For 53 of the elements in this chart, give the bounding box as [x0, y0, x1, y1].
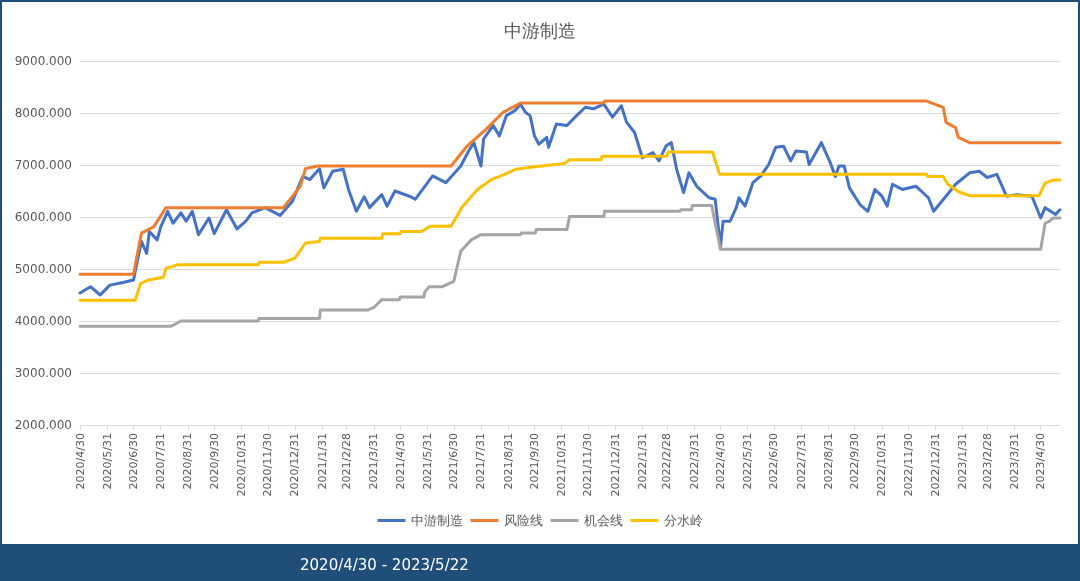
- legend-label: 中游制造: [410, 513, 463, 528]
- x-tick-label: 2022/7/31: [794, 433, 808, 490]
- x-tick-label: 2021/12/31: [608, 433, 622, 497]
- x-tick-label: 2022/3/31: [687, 433, 701, 490]
- x-tick-label: 2020/10/31: [234, 433, 248, 497]
- x-tick-label: 2020/6/30: [127, 433, 141, 490]
- y-tick-label: 3000.000: [14, 366, 72, 380]
- x-tick-label: 2020/11/30: [261, 433, 275, 497]
- x-tick-label: 2022/6/30: [767, 433, 781, 490]
- x-tick-label: 2022/5/31: [741, 433, 755, 490]
- x-tick-label: 2020/4/30: [73, 433, 87, 490]
- x-tick-label: 2021/5/31: [420, 433, 434, 490]
- x-tick-label: 2023/2/28: [980, 433, 994, 490]
- chart-title: 中游制造: [504, 19, 576, 41]
- x-tick-label: 2022/2/28: [660, 433, 674, 490]
- line-series: [78, 204, 1062, 328]
- x-tick-label: 2020/8/31: [181, 433, 195, 490]
- x-tick-label: 2021/4/30: [393, 433, 407, 490]
- x-tick-label: 2021/8/31: [501, 433, 515, 490]
- line-series: [78, 150, 1062, 302]
- x-tick-label: 2022/8/31: [821, 433, 835, 490]
- text: 2020/4/30 - 2023/5/22: [300, 556, 469, 574]
- legend-label: 分水岭: [663, 513, 703, 528]
- x-tick-label: 2021/1/31: [315, 433, 329, 490]
- x-tick-label: 2022/4/30: [713, 433, 727, 490]
- x-tick-label: 2021/9/30: [527, 433, 541, 490]
- x-tick-label: 2020/9/30: [207, 433, 221, 490]
- y-tick-label: 5000.000: [14, 262, 72, 276]
- legend-label: 风险线: [503, 513, 543, 528]
- x-tick-label: 2023/1/31: [956, 433, 970, 490]
- y-tick-label: 8000.000: [14, 106, 72, 120]
- x-tick-label: 2023/3/31: [1007, 433, 1021, 490]
- x-tick-label: 2022/9/30: [848, 433, 862, 490]
- x-tick-label: 2022/10/31: [875, 433, 889, 497]
- x-tick-label: 2022/11/30: [901, 433, 915, 497]
- x-tick-label: 2023/4/30: [1034, 433, 1048, 490]
- x-tick-label: 2021/10/31: [555, 433, 569, 497]
- legend-label: 机会线: [583, 513, 623, 528]
- y-tick-label: 6000.000: [14, 210, 72, 224]
- y-tick-label: 9000.000: [14, 54, 72, 68]
- y-tick-label: 7000.000: [14, 158, 72, 172]
- x-tick-label: 2020/5/31: [100, 433, 114, 490]
- x-tick-label: 2020/7/31: [154, 433, 168, 490]
- x-tick-label: 2021/3/31: [367, 433, 381, 490]
- x-tick-label: 2021/2/28: [340, 433, 354, 490]
- x-tick-label: 2021/6/30: [447, 433, 461, 490]
- x-tick-label: 2022/1/31: [635, 433, 649, 490]
- x-tick-label: 2020/12/31: [288, 433, 302, 497]
- y-tick-label: 2000.000: [14, 418, 72, 432]
- x-tick-label: 2022/12/31: [928, 433, 942, 497]
- x-tick-label: 2021/7/31: [474, 433, 488, 490]
- x-tick-label: 2021/11/30: [581, 433, 595, 497]
- y-tick-label: 4000.000: [14, 314, 72, 328]
